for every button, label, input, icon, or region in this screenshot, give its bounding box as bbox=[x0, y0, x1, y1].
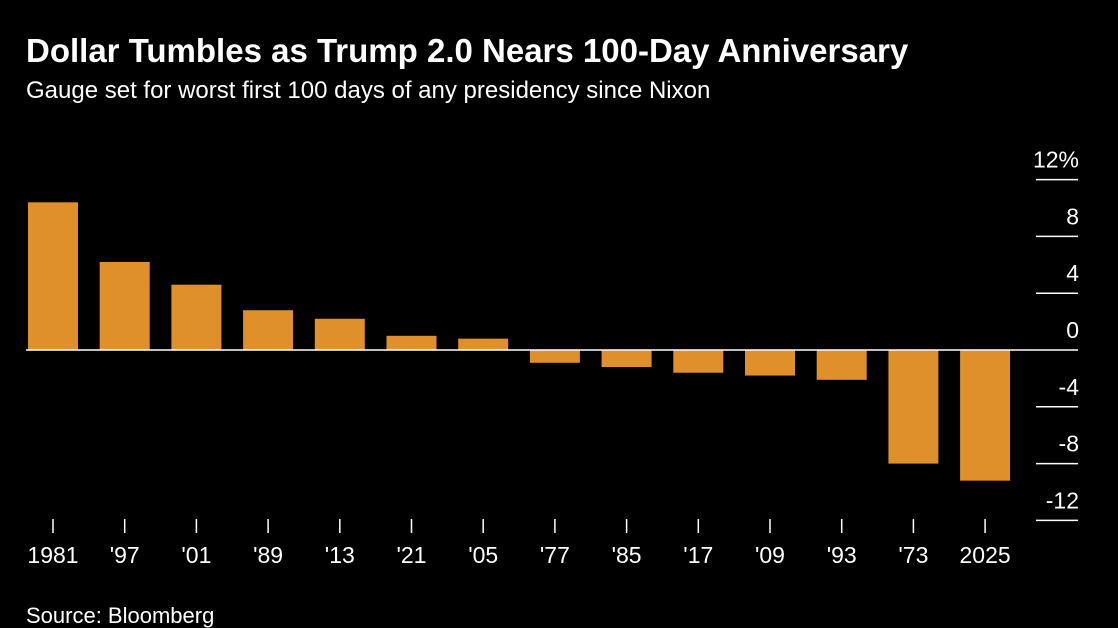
y-tick-label: -4 bbox=[1059, 374, 1080, 400]
bar-73 bbox=[888, 350, 939, 464]
bar-05 bbox=[458, 338, 509, 350]
y-tick-label: -12 bbox=[1046, 487, 1079, 513]
y-tick-label: -8 bbox=[1059, 431, 1079, 457]
bar-01 bbox=[171, 284, 222, 350]
x-tick-label: 1981 bbox=[27, 542, 78, 568]
x-tick-label: '89 bbox=[253, 542, 283, 568]
bar-13 bbox=[314, 318, 365, 350]
bar-2025 bbox=[960, 350, 1011, 481]
x-tick-label: '01 bbox=[181, 542, 211, 568]
y-tick-label: 8 bbox=[1066, 203, 1079, 229]
bar-93 bbox=[816, 350, 867, 380]
x-tick-label: '93 bbox=[827, 542, 857, 568]
x-tick-label: '77 bbox=[540, 542, 570, 568]
bar-21 bbox=[386, 335, 437, 350]
chart-subtitle: Gauge set for worst first 100 days of an… bbox=[26, 77, 711, 104]
chart-title: Dollar Tumbles as Trump 2.0 Nears 100-Da… bbox=[26, 32, 909, 69]
x-tick-label: '73 bbox=[898, 542, 928, 568]
y-tick-label: 0 bbox=[1066, 317, 1079, 343]
x-tick-label: 2025 bbox=[960, 542, 1011, 568]
source-note: Source: Bloomberg bbox=[26, 603, 215, 628]
x-tick-label: '85 bbox=[612, 542, 642, 568]
bar-97 bbox=[99, 261, 150, 350]
bar-77 bbox=[529, 350, 580, 363]
bar-17 bbox=[673, 350, 724, 373]
bar-1981 bbox=[28, 202, 78, 350]
bar-09 bbox=[745, 350, 795, 376]
x-tick-label: '97 bbox=[110, 542, 140, 568]
x-tick-label: '13 bbox=[325, 542, 355, 568]
x-tick-label: '17 bbox=[683, 542, 713, 568]
y-tick-label: 4 bbox=[1066, 260, 1079, 286]
bar-85 bbox=[601, 350, 652, 368]
y-tick-label: 12% bbox=[1033, 147, 1079, 173]
x-tick-label: '09 bbox=[755, 542, 785, 568]
x-tick-label: '21 bbox=[397, 542, 427, 568]
x-tick-label: '05 bbox=[468, 542, 498, 568]
bar-89 bbox=[243, 310, 294, 350]
